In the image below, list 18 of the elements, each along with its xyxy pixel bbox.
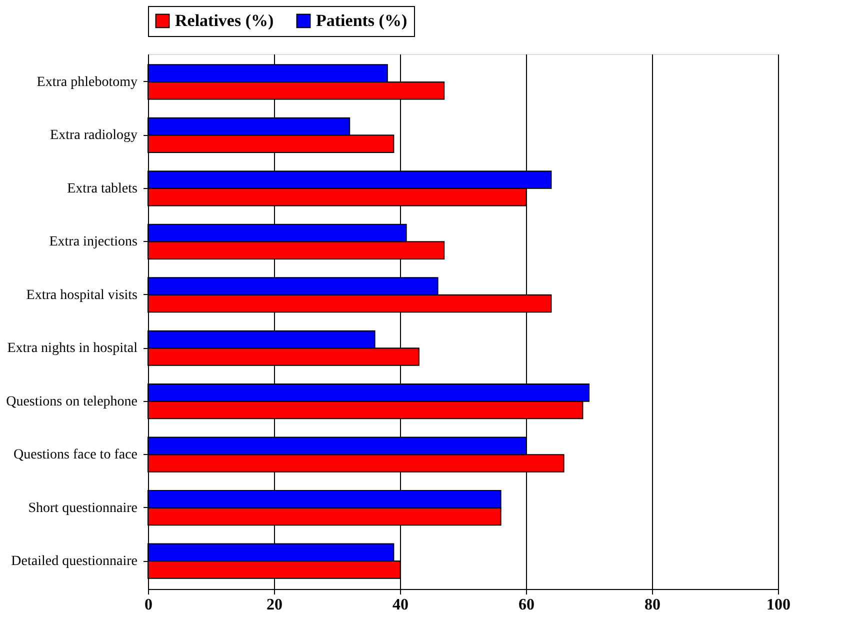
y-tick-label: Short questionnaire: [28, 500, 138, 516]
x-tick-label: 0: [144, 596, 152, 614]
y-tick-label: Questions face to face: [14, 448, 138, 463]
y-tick-label: Extra hospital visits: [26, 288, 138, 303]
y-tick-label: Extra nights in hospital: [7, 341, 138, 356]
x-tick-label: 40: [392, 596, 408, 614]
y-tick-label: Extra injections: [49, 234, 138, 250]
x-tick-label: 100: [766, 596, 790, 614]
x-tick-label: 60: [518, 596, 534, 614]
x-tick-label: 80: [644, 596, 660, 614]
x-tick-label: 20: [266, 596, 282, 614]
y-tick-label: Extra tablets: [67, 181, 138, 196]
y-tick-label: Detailed questionnaire: [11, 554, 138, 570]
legend-label: Relatives (%): [175, 10, 274, 30]
y-tick-label: Extra phlebotomy: [36, 74, 138, 90]
legend-label: Patients (%): [316, 10, 408, 30]
y-tick-label: Extra radiology: [50, 128, 138, 144]
y-tick-label: Questions on telephone: [6, 394, 138, 410]
